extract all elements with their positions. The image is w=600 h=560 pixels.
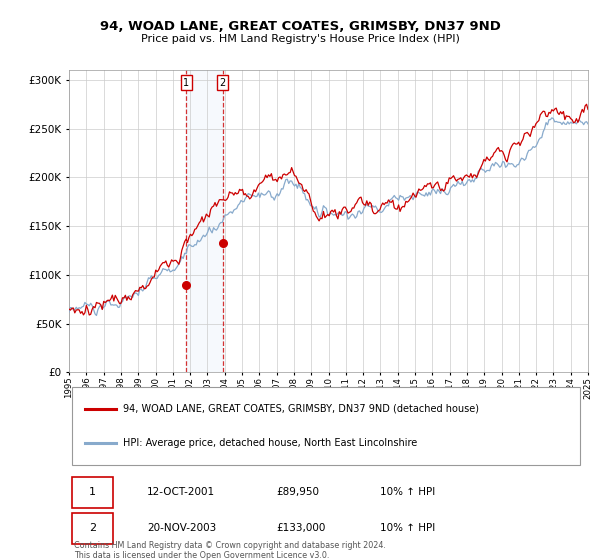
Text: Contains HM Land Registry data © Crown copyright and database right 2024.
This d: Contains HM Land Registry data © Crown c…: [74, 540, 386, 560]
Text: 10% ↑ HPI: 10% ↑ HPI: [380, 523, 436, 533]
FancyBboxPatch shape: [71, 387, 580, 465]
Text: 94, WOAD LANE, GREAT COATES, GRIMSBY, DN37 9ND: 94, WOAD LANE, GREAT COATES, GRIMSBY, DN…: [100, 20, 500, 32]
Text: £89,950: £89,950: [277, 487, 320, 497]
FancyBboxPatch shape: [71, 477, 113, 508]
Text: 1: 1: [89, 487, 96, 497]
Text: 10% ↑ HPI: 10% ↑ HPI: [380, 487, 436, 497]
Text: HPI: Average price, detached house, North East Lincolnshire: HPI: Average price, detached house, Nort…: [124, 438, 418, 448]
Text: £133,000: £133,000: [277, 523, 326, 533]
Text: 1: 1: [184, 78, 190, 88]
FancyBboxPatch shape: [71, 513, 113, 544]
Bar: [187, 70, 223, 372]
Text: 2: 2: [220, 78, 226, 88]
Text: 20-NOV-2003: 20-NOV-2003: [147, 523, 216, 533]
Text: 94, WOAD LANE, GREAT COATES, GRIMSBY, DN37 9ND (detached house): 94, WOAD LANE, GREAT COATES, GRIMSBY, DN…: [124, 404, 479, 413]
Text: 2: 2: [89, 523, 96, 533]
Text: 12-OCT-2001: 12-OCT-2001: [147, 487, 215, 497]
Text: Price paid vs. HM Land Registry's House Price Index (HPI): Price paid vs. HM Land Registry's House …: [140, 34, 460, 44]
